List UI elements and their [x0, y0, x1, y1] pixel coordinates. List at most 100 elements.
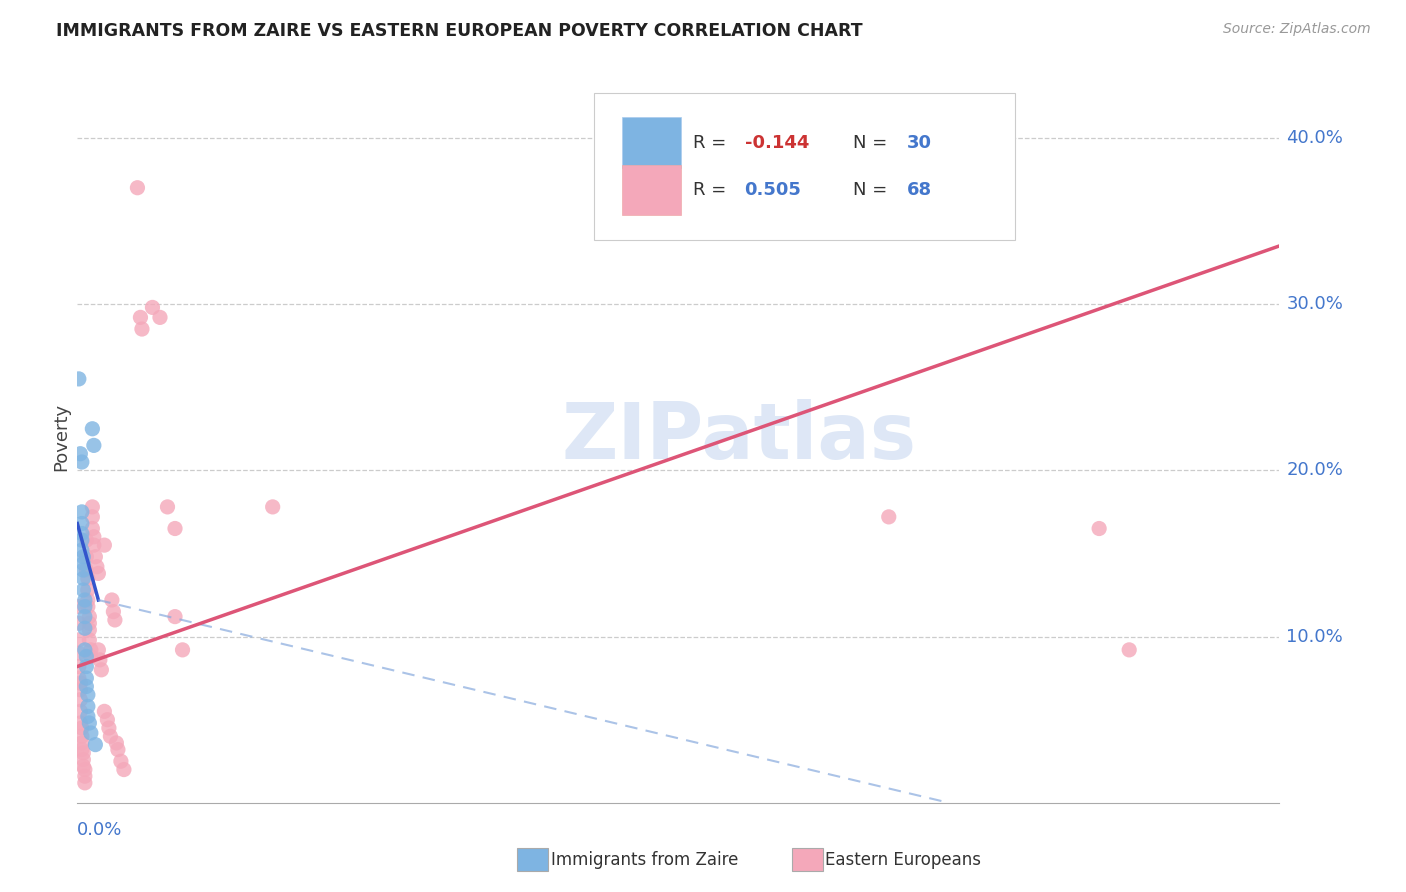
Point — [70, 742, 93, 756]
Point — [163, 521, 186, 535]
Y-axis label: Poverty: Poverty — [52, 403, 70, 471]
Point — [104, 613, 127, 627]
Point — [67, 372, 90, 386]
Point — [110, 754, 132, 768]
Text: 68: 68 — [907, 181, 932, 199]
Point — [73, 609, 96, 624]
Point — [80, 643, 103, 657]
Text: IMMIGRANTS FROM ZAIRE VS EASTERN EUROPEAN POVERTY CORRELATION CHART: IMMIGRANTS FROM ZAIRE VS EASTERN EUROPEA… — [56, 22, 863, 40]
Point — [82, 500, 104, 514]
Point — [103, 605, 125, 619]
Text: R =: R = — [693, 134, 731, 152]
Point — [69, 682, 91, 697]
Point — [83, 438, 105, 452]
Point — [70, 526, 93, 541]
Text: N =: N = — [852, 134, 893, 152]
Point — [96, 713, 118, 727]
Point — [79, 616, 101, 631]
Point — [70, 505, 93, 519]
Point — [76, 582, 98, 597]
Text: 20.0%: 20.0% — [1286, 461, 1343, 479]
Point — [75, 659, 97, 673]
Point — [112, 763, 135, 777]
Text: 10.0%: 10.0% — [1286, 628, 1343, 646]
Point — [79, 716, 101, 731]
Point — [83, 530, 105, 544]
Point — [93, 705, 115, 719]
Point — [82, 521, 104, 535]
Text: 0.0%: 0.0% — [77, 821, 122, 839]
Point — [97, 721, 120, 735]
Point — [75, 549, 97, 564]
Point — [131, 322, 153, 336]
Text: R =: R = — [693, 181, 731, 199]
Point — [87, 566, 110, 581]
Point — [89, 653, 111, 667]
FancyBboxPatch shape — [621, 118, 681, 168]
Point — [87, 643, 110, 657]
Point — [82, 422, 104, 436]
Point — [149, 310, 172, 325]
Point — [79, 623, 101, 637]
Point — [72, 753, 94, 767]
Point — [84, 738, 107, 752]
Point — [76, 571, 98, 585]
Point — [76, 593, 98, 607]
Point — [76, 599, 98, 614]
Point — [1118, 643, 1140, 657]
Text: -0.144: -0.144 — [745, 134, 808, 152]
Point — [72, 563, 94, 577]
Point — [69, 692, 91, 706]
Point — [73, 621, 96, 635]
Point — [75, 563, 97, 577]
Point — [129, 310, 152, 325]
Point — [70, 736, 93, 750]
Point — [69, 716, 91, 731]
Point — [100, 729, 122, 743]
Text: 30.0%: 30.0% — [1286, 295, 1343, 313]
Point — [70, 721, 93, 735]
Point — [67, 671, 90, 685]
Point — [67, 632, 90, 647]
Point — [67, 599, 90, 614]
Text: ZIPatlas: ZIPatlas — [561, 399, 915, 475]
Point — [67, 646, 90, 660]
Point — [72, 549, 94, 564]
Point — [163, 609, 186, 624]
Point — [93, 538, 115, 552]
Point — [877, 509, 900, 524]
Point — [172, 643, 194, 657]
Point — [70, 533, 93, 548]
Point — [72, 582, 94, 597]
Point — [67, 659, 90, 673]
Point — [156, 500, 179, 514]
Point — [76, 688, 98, 702]
Point — [73, 769, 96, 783]
Point — [105, 736, 128, 750]
Point — [73, 776, 96, 790]
Point — [83, 538, 105, 552]
Point — [262, 500, 284, 514]
Point — [75, 680, 97, 694]
Point — [76, 699, 98, 714]
Point — [79, 609, 101, 624]
Text: 30: 30 — [907, 134, 932, 152]
Point — [70, 516, 93, 531]
Point — [75, 649, 97, 664]
Point — [76, 709, 98, 723]
Point — [70, 455, 93, 469]
Text: 40.0%: 40.0% — [1286, 128, 1343, 147]
Point — [73, 599, 96, 614]
Point — [69, 676, 91, 690]
Point — [101, 593, 124, 607]
Text: Immigrants from Zaire: Immigrants from Zaire — [551, 851, 738, 869]
Point — [75, 671, 97, 685]
Point — [127, 180, 149, 194]
Point — [72, 759, 94, 773]
Point — [141, 301, 163, 315]
Point — [86, 559, 108, 574]
Point — [69, 447, 91, 461]
FancyBboxPatch shape — [595, 94, 1015, 240]
Point — [73, 643, 96, 657]
Point — [70, 543, 93, 558]
